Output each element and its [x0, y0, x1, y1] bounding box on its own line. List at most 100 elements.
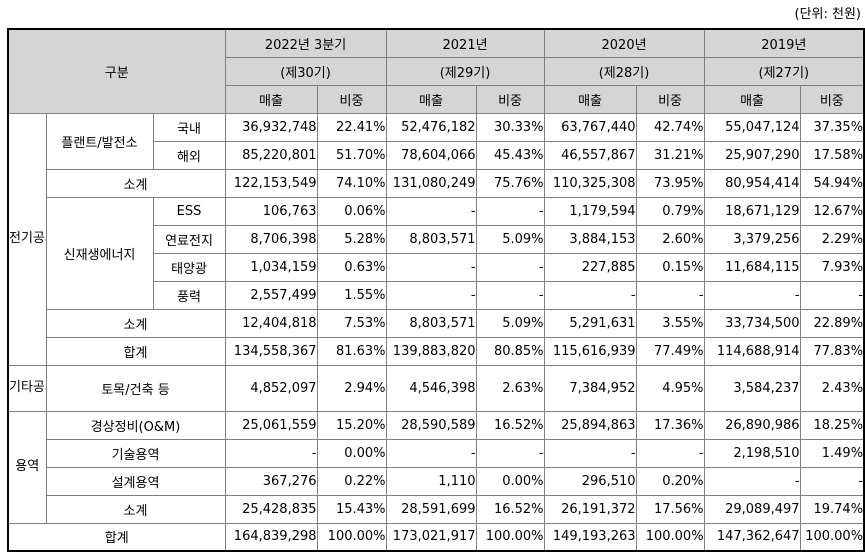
- cell-revenue: -: [385, 252, 477, 282]
- cell-revenue: 131,080,249: [385, 168, 477, 198]
- cell-share: -: [635, 438, 705, 468]
- table-row: 연료전지 8,706,398 5.28% 8,803,571 5.09% 3,8…: [8, 224, 865, 254]
- cell-share: 7.53%: [316, 308, 387, 338]
- col-header-revenue: 매출: [703, 84, 801, 114]
- cell-revenue: 80,954,414: [703, 168, 801, 198]
- table-row: 전기공사 플랜트/발전소 국내 36,932,748 22.41% 52,476…: [7, 112, 865, 366]
- group-label-electrical-works: 전기공사: [7, 112, 47, 366]
- table-row: 태양광 1,034,159 0.63% - - 227,885 0.15% 11…: [8, 252, 865, 282]
- row-label-technical-services: 기술용역: [45, 438, 226, 468]
- cell-revenue: 12,404,818: [224, 308, 318, 338]
- cell-share: 42.74%: [635, 112, 705, 142]
- cell-share: 0.15%: [635, 252, 705, 282]
- period-year-header: 2021년: [385, 28, 545, 58]
- cell-revenue: 296,510: [543, 466, 637, 496]
- cell-share: 37.35%: [799, 112, 865, 142]
- cell-share: 5.28%: [316, 224, 387, 254]
- cell-revenue: 46,557,867: [543, 140, 637, 170]
- cell-share: 2.60%: [635, 224, 705, 254]
- cell-share: 31.21%: [635, 140, 705, 170]
- cell-revenue: 122,153,549: [224, 168, 318, 198]
- cell-share: 15.43%: [316, 494, 387, 524]
- revenue-breakdown-table: 구분 2022년 3분기 2021년 2020년 2019년 (제30기) (제…: [7, 28, 865, 552]
- table-row: 신재생에너지 ESS 106,763 0.06% - - 1,179,594 0…: [8, 196, 865, 310]
- cell-share: -: [799, 280, 865, 310]
- cell-share: 0.00%: [316, 438, 387, 468]
- cell-share: -: [475, 196, 545, 226]
- sub-label-wind: 풍력: [152, 280, 226, 310]
- cell-revenue: -: [385, 196, 477, 226]
- cell-share: 0.79%: [635, 196, 705, 226]
- period-year-header: 2022년 3분기: [224, 28, 387, 58]
- sub-label-overseas: 해외: [152, 140, 226, 170]
- cell-revenue: 25,428,835: [224, 494, 318, 524]
- cell-revenue: 55,047,124: [703, 112, 801, 142]
- cell-revenue: 36,932,748: [224, 112, 318, 142]
- cell-share: 17.36%: [635, 410, 705, 440]
- period-term-header: (제29기): [385, 56, 545, 86]
- cell-share: 16.52%: [475, 494, 545, 524]
- cell-revenue: 3,584,237: [703, 364, 801, 412]
- sub-label-solar: 태양광: [152, 252, 226, 282]
- cell-revenue: 367,276: [224, 466, 318, 496]
- col-header-share: 비중: [635, 84, 705, 114]
- table-row: 소계 122,153,549 74.10% 131,080,249 75.76%…: [8, 168, 865, 198]
- sub-label-fuel-cell: 연료전지: [152, 224, 226, 254]
- row-label-grand-total: 합계: [7, 522, 226, 552]
- cell-revenue: 78,604,066: [385, 140, 477, 170]
- cell-revenue: 164,839,298: [224, 522, 318, 552]
- cell-share: 17.58%: [799, 140, 865, 170]
- cell-revenue: 25,907,290: [703, 140, 801, 170]
- cell-share: 100.00%: [635, 522, 705, 552]
- cell-revenue: 11,684,115: [703, 252, 801, 282]
- cell-share: 7.93%: [799, 252, 865, 282]
- cell-revenue: 8,803,571: [385, 224, 477, 254]
- cell-revenue: 7,384,952: [543, 364, 637, 412]
- cell-revenue: -: [385, 438, 477, 468]
- cell-share: 100.00%: [475, 522, 545, 552]
- cell-share: 15.20%: [316, 410, 387, 440]
- cell-revenue: -: [703, 280, 801, 310]
- group-label-services: 용역: [7, 410, 47, 524]
- cell-share: 2.63%: [475, 364, 545, 412]
- table-row: 해외 85,220,801 51.70% 78,604,066 45.43% 4…: [8, 140, 865, 170]
- cell-share: 80.85%: [475, 336, 545, 366]
- col-header-share: 비중: [799, 84, 865, 114]
- cell-revenue: 227,885: [543, 252, 637, 282]
- col-header-share: 비중: [316, 84, 387, 114]
- cell-revenue: 147,362,647: [703, 522, 801, 552]
- row-label-design-services: 설계용역: [45, 466, 226, 496]
- cell-share: 0.06%: [316, 196, 387, 226]
- cell-revenue: 115,616,939: [543, 336, 637, 366]
- cell-revenue: 25,894,863: [543, 410, 637, 440]
- cell-share: 1.55%: [316, 280, 387, 310]
- cell-share: 100.00%: [316, 522, 387, 552]
- cell-share: 2.29%: [799, 224, 865, 254]
- row-label-civil-construction: 토목/건축 등: [45, 364, 226, 412]
- cell-revenue: 5,291,631: [543, 308, 637, 338]
- cell-share: -: [475, 280, 545, 310]
- cell-revenue: 18,671,129: [703, 196, 801, 226]
- cell-revenue: -: [385, 280, 477, 310]
- sub-label-domestic: 국내: [152, 112, 226, 142]
- cell-share: 2.43%: [799, 364, 865, 412]
- cell-share: 4.95%: [635, 364, 705, 412]
- row-label-om-maintenance: 경상정비(O&M): [45, 410, 226, 440]
- cell-share: -: [475, 252, 545, 282]
- table-row: 소계 25,428,835 15.43% 28,591,699 16.52% 2…: [8, 494, 865, 524]
- period-year-header: 2019년: [703, 28, 865, 58]
- row-label-total: 합계: [45, 336, 226, 366]
- header-gubun: 구분: [7, 28, 226, 114]
- period-year-header: 2020년: [543, 28, 705, 58]
- category-label-renewable-energy: 신재생에너지: [45, 196, 154, 310]
- period-term-header: (제28기): [543, 56, 705, 86]
- cell-revenue: 85,220,801: [224, 140, 318, 170]
- cell-share: 5.09%: [475, 308, 545, 338]
- cell-share: -: [799, 466, 865, 496]
- cell-share: 16.52%: [475, 410, 545, 440]
- cell-revenue: 114,688,914: [703, 336, 801, 366]
- cell-revenue: -: [543, 280, 637, 310]
- cell-share: 0.22%: [316, 466, 387, 496]
- cell-revenue: 28,591,699: [385, 494, 477, 524]
